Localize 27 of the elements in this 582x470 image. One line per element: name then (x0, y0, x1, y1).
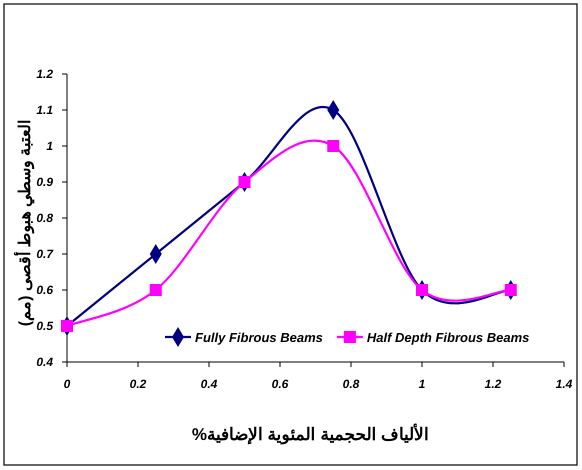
x-tick-label: 0.6 (272, 377, 289, 391)
y-tick-label: 0.8 (36, 211, 54, 225)
x-tick-label: 0.2 (130, 377, 147, 391)
y-tick-label: 1.2 (36, 67, 54, 81)
y-tick-label: 0.5 (36, 319, 54, 333)
legend-label: Fully Fibrous Beams (195, 330, 323, 345)
y-tick-label: 0.4 (36, 355, 54, 369)
y-tick-label: 0.6 (36, 283, 54, 297)
point (238, 176, 250, 188)
y-tick-label: 1.1 (36, 103, 54, 117)
x-tick-label: 0.8 (342, 377, 360, 391)
x-axis-title: الألياف الحجمية المئوية الإضافية% (192, 423, 430, 445)
x-tick-label: 0.4 (200, 377, 218, 391)
x-tick-label: 1 (418, 377, 426, 391)
y-tick-label: 0.9 (36, 175, 54, 189)
point (61, 320, 73, 332)
point (327, 140, 340, 152)
y-axis-title: العتبة وسطي هبوط أقصى (مم) (13, 120, 35, 326)
point (504, 284, 517, 296)
x-tick-label: 0 (64, 377, 71, 391)
point (150, 284, 162, 296)
y-tick-label: 1 (46, 139, 54, 153)
x-tick-label: 1.4 (556, 377, 573, 391)
x-tick-label: 1.2 (484, 377, 502, 391)
y-tick-label: 0.7 (36, 247, 54, 261)
legend-label: Half Depth Fibrous Beams (366, 330, 530, 345)
point (416, 284, 428, 296)
